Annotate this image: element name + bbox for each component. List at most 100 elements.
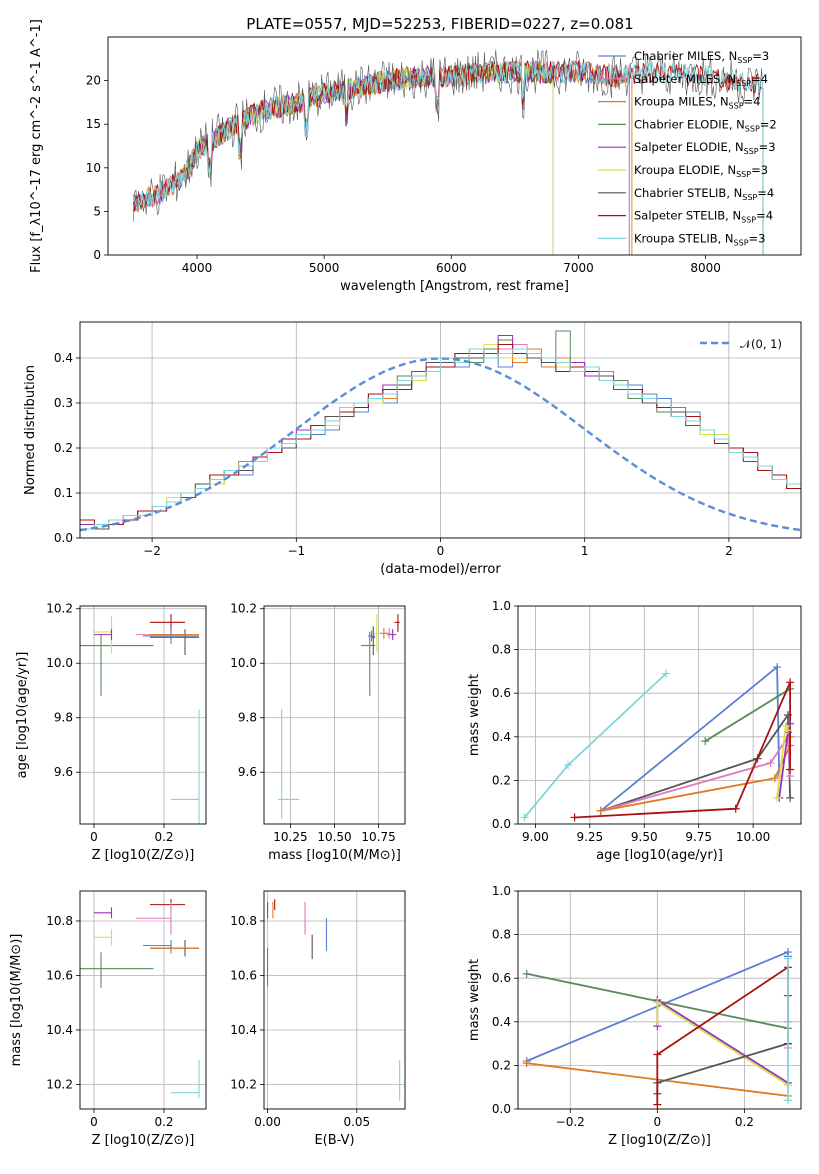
y-tick-label: 1.0	[492, 884, 511, 898]
y-tick-label: 10.8	[46, 914, 73, 928]
y-tick-label: 0.6	[492, 971, 511, 985]
x-axis-label: Z [log10(Z/Z⊙)]	[92, 848, 195, 863]
y-tick-label: 0.2	[492, 1058, 511, 1072]
y-tick-label: 0.8	[492, 928, 511, 942]
x-tick-label: 0.00	[254, 1115, 281, 1129]
mass-weight-line	[600, 712, 791, 812]
age-mass-plot-area	[264, 606, 405, 824]
legend-label: Chabrier ELODIE, NSSP=2	[634, 117, 777, 133]
y-tick-label: 10.2	[230, 1077, 257, 1091]
y-tick-label: 0.6	[492, 686, 511, 700]
x-tick-label: 0	[654, 1115, 662, 1129]
mw-age-plot-area	[518, 606, 801, 824]
y-tick-label: 10.4	[46, 1023, 73, 1037]
y-tick-label: 0.8	[492, 643, 511, 657]
legend-label: Salpeter ELODIE, NSSP=3	[634, 140, 776, 156]
y-tick-label: 10	[86, 161, 101, 175]
x-tick-label: 0	[90, 1115, 98, 1129]
mass-ebv-axes: 0.00 0.05 10.2 10.4 10.6 10.8 E(B-V)	[230, 890, 406, 1148]
y-tick-label: 0.3	[54, 396, 73, 410]
x-axis-label: E(B-V)	[314, 1133, 354, 1148]
mass-weight-line	[704, 688, 791, 742]
mw-age-axes: 9.00 9.25 9.50 9.75 10.00 0.0 0.2 0.4 0.6 0.8 1.0 a…	[467, 599, 802, 863]
axes-frame	[517, 605, 802, 825]
axes-frame	[263, 605, 406, 825]
x-tick-label: −2	[143, 544, 161, 558]
x-tick-label: −1	[287, 544, 305, 558]
x-tick-label: 0.05	[343, 1115, 370, 1129]
data-point	[596, 806, 605, 815]
mass-z-plot-area	[80, 891, 206, 1109]
y-tick-label: 0.2	[54, 441, 73, 455]
data-point	[731, 804, 740, 813]
histogram-axes: −2 −1 0 1 2 0.0 0.1 0.2 0.3 0.4 (data-model)/error…	[23, 321, 802, 577]
x-tick-label: 9.00	[522, 830, 549, 844]
y-tick-label: 10.2	[46, 602, 73, 616]
x-axis-label: age [log10(age/yr)]	[596, 848, 723, 863]
x-tick-label: 10.50	[317, 830, 351, 844]
y-axis-label: age [log10(age/yr)]	[15, 652, 30, 779]
x-axis-label: mass [log10(M/M⊙)]	[268, 848, 401, 863]
x-tick-label: 1	[581, 544, 589, 558]
data-point	[570, 813, 579, 822]
data-point	[520, 813, 529, 822]
x-tick-label: 6000	[436, 261, 467, 275]
mass-weight-line	[656, 965, 789, 1105]
x-tick-label: 8000	[690, 261, 721, 275]
y-tick-label: 0.1	[54, 486, 73, 500]
x-tick-label: 0.2	[735, 1115, 754, 1129]
y-axis-label: Flux [f_λ10^-17 erg cm^-2 s^-1 A^-1]	[29, 19, 44, 273]
data-point	[653, 998, 662, 1007]
y-tick-label: 10.6	[230, 968, 257, 982]
x-tick-label: 0.2	[154, 830, 173, 844]
legend-label: 𝒩(0, 1)	[740, 337, 782, 351]
y-tick-label: 0.0	[492, 1102, 511, 1116]
y-tick-label: 15	[86, 117, 101, 131]
x-tick-label: 10.00	[736, 830, 770, 844]
x-tick-label: 4000	[182, 261, 213, 275]
y-tick-label: 0.0	[54, 531, 73, 545]
y-axis-label: mass weight	[467, 674, 482, 756]
data-point	[662, 669, 671, 678]
data-point	[783, 954, 792, 963]
y-tick-label: 1.0	[492, 599, 511, 613]
mw-z-plot-area	[518, 891, 801, 1109]
age-mass-axes: 10.25 10.50 10.75 9.6 9.8 10.0 10.2 mass [log10…	[230, 602, 406, 863]
data-point	[653, 1100, 662, 1109]
legend-label: Kroupa STELIB, NSSP=3	[634, 231, 765, 247]
x-tick-label: 9.75	[685, 830, 712, 844]
page-title: PLATE=0557, MJD=52253, FIBERID=0227, z=0…	[246, 15, 633, 33]
legend-label: Kroupa ELODIE, NSSP=3	[634, 163, 768, 179]
y-tick-label: 0.4	[54, 351, 73, 365]
age-z-plot-area	[80, 606, 206, 824]
y-tick-label: 0.4	[492, 730, 511, 744]
data-point	[786, 793, 795, 802]
data-point	[653, 1050, 662, 1059]
mass-weight-line	[600, 734, 791, 812]
data-point	[786, 719, 795, 728]
x-tick-label: 0	[90, 830, 98, 844]
x-tick-label: 9.25	[576, 830, 603, 844]
spectrum-axes: 4000 5000 6000 7000 8000 0 5 10 15 20 wavelength […	[29, 19, 802, 294]
data-point	[783, 1096, 792, 1105]
y-axis-label: mass weight	[467, 959, 482, 1041]
y-tick-label: 10.2	[230, 602, 257, 616]
data-point	[564, 761, 573, 770]
y-tick-label: 0.4	[492, 1015, 511, 1029]
histogram-step	[80, 348, 801, 530]
y-tick-label: 10.0	[46, 656, 73, 670]
x-axis-label: Z [log10(Z/Z⊙)]	[92, 1133, 195, 1148]
x-tick-label: 0.2	[154, 1115, 173, 1129]
y-tick-label: 0.2	[492, 773, 511, 787]
x-tick-label: 5000	[309, 261, 340, 275]
axes-frame	[79, 321, 802, 539]
x-axis-label: (data-model)/error	[380, 562, 501, 577]
data-point	[766, 758, 775, 767]
y-axis-label: mass [log10(M/M⊙)]	[9, 934, 24, 1067]
data-point	[653, 1017, 662, 1026]
axes-frame	[79, 605, 207, 825]
y-tick-label: 20	[86, 74, 101, 88]
data-point	[522, 1059, 531, 1068]
mw-z-axes: −0.2 0 0.2 0.0 0.2 0.4 0.6 0.8 1.0 Z [log10(Z/Z⊙)…	[467, 884, 802, 1148]
